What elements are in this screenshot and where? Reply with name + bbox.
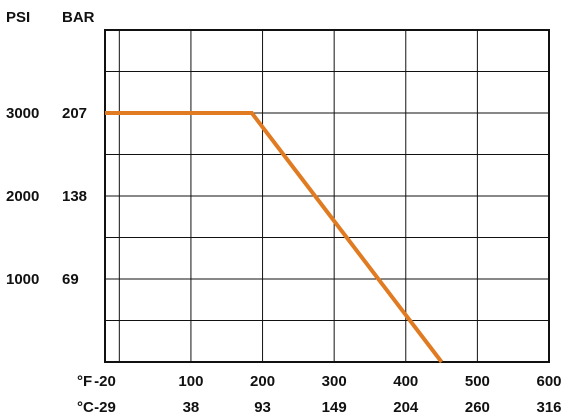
plot-frame [104,29,550,363]
x-tick-label-c: 93 [254,399,271,416]
x-tick-labels: -20 -29 100 38 200 93 300 149 400 204 500 260 600 316 [94,373,561,416]
x-tick-label-f: 500 [465,373,490,390]
y-tick-label-bar: 69 [62,271,79,288]
y-tick-label-bar: 138 [62,188,87,205]
y-tick-label-psi: 1000 [6,271,39,288]
y-tick-label-psi: 2000 [6,188,39,205]
y-header-bar: BAR [62,9,95,26]
x-tick-label-c: 204 [393,399,419,416]
x-unit-c: °C [77,399,94,416]
series-line [105,111,444,364]
y-tick-labels: 3000 207 2000 138 1000 69 [6,105,87,288]
x-tick-label-c: 260 [465,399,490,416]
x-tick-label-c: 316 [536,399,561,416]
x-tick-label-c: 38 [183,399,200,416]
x-tick-label-c: 149 [322,399,347,416]
x-tick-label-f: 600 [536,373,561,390]
x-tick-label-f: 100 [178,373,203,390]
grid [105,30,550,362]
series-layer [105,111,444,364]
x-tick-label-f: -20 [94,373,116,390]
x-tick-label-f: 200 [250,373,275,390]
y-tick-label-bar: 207 [62,105,87,122]
x-tick-label-c: -29 [94,399,116,416]
x-tick-label-f: 400 [393,373,418,390]
x-tick-label-f: 300 [322,373,347,390]
y-header-psi: PSI [6,9,30,26]
x-unit-f: °F [77,373,92,390]
y-tick-label-psi: 3000 [6,105,39,122]
